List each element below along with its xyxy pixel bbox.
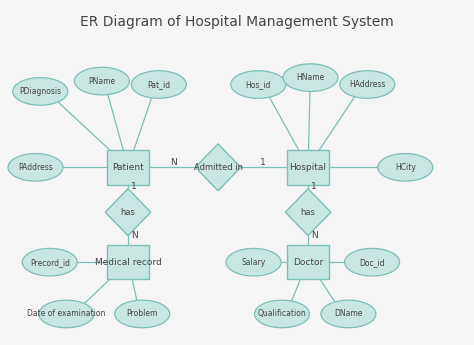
Text: Pat_id: Pat_id xyxy=(147,80,170,89)
Text: Hos_id: Hos_id xyxy=(246,80,271,89)
Ellipse shape xyxy=(321,300,376,328)
Polygon shape xyxy=(195,144,241,191)
Ellipse shape xyxy=(255,300,310,328)
Ellipse shape xyxy=(231,71,286,98)
Ellipse shape xyxy=(13,78,68,105)
Text: ER Diagram of Hospital Management System: ER Diagram of Hospital Management System xyxy=(80,16,394,29)
Ellipse shape xyxy=(22,248,77,276)
Text: 1: 1 xyxy=(311,182,317,191)
Text: has: has xyxy=(120,208,136,217)
Text: has: has xyxy=(301,208,316,217)
Ellipse shape xyxy=(131,71,186,98)
Ellipse shape xyxy=(8,154,63,181)
FancyBboxPatch shape xyxy=(287,150,329,185)
Text: Doctor: Doctor xyxy=(293,258,323,267)
Ellipse shape xyxy=(74,67,129,95)
Text: 1: 1 xyxy=(260,158,266,167)
Text: Medical record: Medical record xyxy=(95,258,161,267)
FancyBboxPatch shape xyxy=(107,150,149,185)
Text: HName: HName xyxy=(296,73,325,82)
Text: PName: PName xyxy=(88,77,116,86)
Text: PDiagnosis: PDiagnosis xyxy=(19,87,61,96)
Text: Precord_id: Precord_id xyxy=(30,258,70,267)
Text: Doc_id: Doc_id xyxy=(359,258,385,267)
Ellipse shape xyxy=(39,300,94,328)
Text: PAddress: PAddress xyxy=(18,163,53,172)
Text: N: N xyxy=(131,231,137,240)
Text: N: N xyxy=(170,158,176,167)
Text: N: N xyxy=(311,231,318,240)
Ellipse shape xyxy=(226,248,281,276)
Ellipse shape xyxy=(378,154,433,181)
Ellipse shape xyxy=(115,300,170,328)
FancyBboxPatch shape xyxy=(107,245,149,279)
Polygon shape xyxy=(285,189,331,236)
Text: HAddress: HAddress xyxy=(349,80,385,89)
Ellipse shape xyxy=(340,71,395,98)
Text: Admitted in: Admitted in xyxy=(193,163,243,172)
Text: Patient: Patient xyxy=(112,163,144,172)
Text: 1: 1 xyxy=(131,182,137,191)
Text: HCity: HCity xyxy=(395,163,416,172)
Text: Hospital: Hospital xyxy=(290,163,327,172)
Text: Qualification: Qualification xyxy=(258,309,306,318)
Text: Salary: Salary xyxy=(241,258,266,267)
Text: Problem: Problem xyxy=(127,309,158,318)
Text: Date of examination: Date of examination xyxy=(27,309,106,318)
Ellipse shape xyxy=(345,248,400,276)
Text: DName: DName xyxy=(334,309,363,318)
Polygon shape xyxy=(105,189,151,236)
Ellipse shape xyxy=(283,64,338,91)
FancyBboxPatch shape xyxy=(287,245,329,279)
